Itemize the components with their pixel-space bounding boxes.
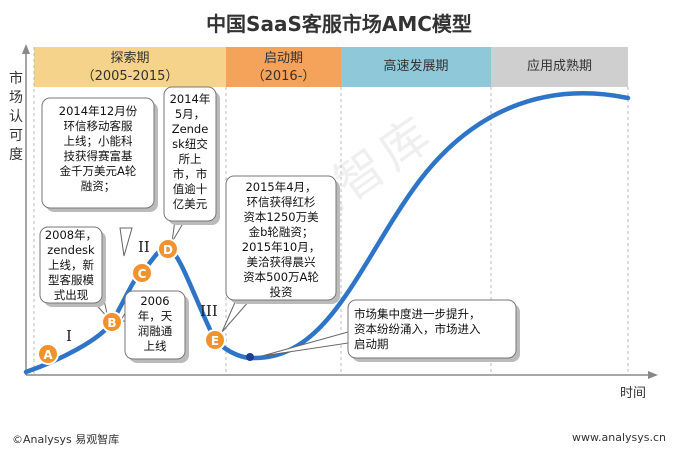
marker-b: B	[101, 311, 123, 333]
footer-copyright: ©Analysys 易观智库	[12, 433, 120, 446]
phase-label: 启动期	[263, 51, 303, 66]
page-title: 中国SaaS客服市场AMC模型	[206, 12, 472, 36]
callout-box	[347, 299, 517, 359]
marker-e: E	[204, 329, 226, 351]
stage-two-label: II	[138, 238, 150, 256]
marker-c: C	[131, 262, 153, 284]
note-2006-tianrun: 2006 年，天 润融通 上线	[137, 294, 173, 353]
svg-text:B: B	[107, 316, 116, 330]
callout-box	[225, 175, 337, 301]
svg-text:D: D	[163, 243, 173, 257]
callout-pointer	[119, 227, 133, 257]
footer-website: www.analysys.cn	[572, 431, 666, 444]
svg-text:A: A	[43, 348, 53, 362]
note-2014-zendesk-ipo: 2014年 5月， Zende sk纽交 所上 市，市 值逾十 亿美元	[169, 92, 211, 211]
phase-exploration: 探索期 （2005-2015）	[34, 47, 226, 87]
note-2014-huanxin: 2014年12月份 环信移动客服 上线；小能科 技获得赛富基 金千万美元A轮 融…	[58, 104, 138, 193]
phase-label: 应用成熟期	[526, 59, 592, 74]
phase-years: （2016-）	[251, 69, 316, 84]
callout-box	[163, 86, 217, 222]
y-axis-arrow	[22, 44, 30, 54]
note-2015-funding: 2015年4月， 环信获得红杉 资本1250万美 金b轮融资； 2015年10月…	[241, 180, 321, 299]
marker-d: D	[157, 238, 179, 260]
x-axis-label: 时间	[620, 386, 647, 401]
trough-point	[246, 353, 254, 361]
phase-launch: 启动期 （2016-）	[226, 47, 341, 87]
x-axis-arrow	[648, 371, 658, 379]
callout-box	[41, 97, 155, 209]
phase-maturity: 应用成熟期	[491, 47, 628, 87]
stage-one-label: I	[66, 327, 72, 345]
phase-label: 探索期	[110, 51, 150, 66]
phase-label: 高速发展期	[383, 59, 449, 74]
marker-a: A	[37, 343, 59, 365]
callout-box	[39, 226, 103, 304]
note-2008-zendesk: 2008年， zendesk 上线，新 型客服模 式出现	[44, 228, 98, 302]
note-2016-market: 市场集中度进一步提升， 资本纷纷涌入，市场进入 启动期	[354, 307, 481, 351]
svg-text:C: C	[138, 267, 147, 281]
svg-text:E: E	[211, 334, 219, 348]
callout-box	[124, 290, 186, 360]
phase-rapid-growth: 高速发展期	[341, 47, 491, 87]
stage-three-label: III	[200, 302, 218, 320]
phase-years: （2005-2015）	[81, 69, 179, 84]
y-axis-label: 市场认可度	[9, 71, 23, 163]
